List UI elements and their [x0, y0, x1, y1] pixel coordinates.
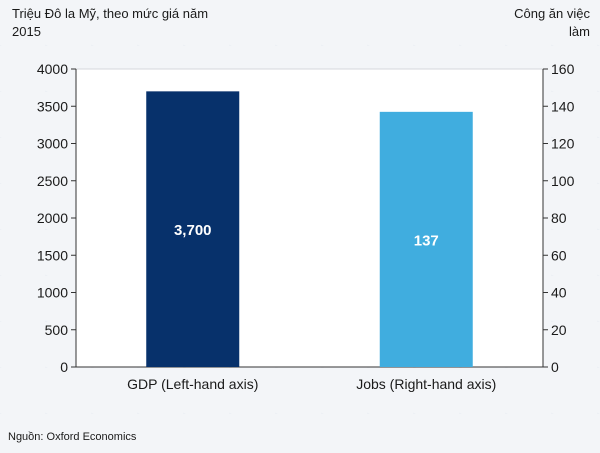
left-tick-label: 1000: [37, 285, 68, 301]
left-tick-label: 4000: [37, 61, 68, 77]
bar-value-label: 137: [414, 232, 439, 249]
left-axis-title: Triệu Đô la Mỹ, theo mức giá năm 2015: [12, 6, 209, 39]
right-tick-label: 100: [551, 173, 575, 189]
x-category-label: Jobs (Right-hand axis): [356, 376, 496, 392]
right-tick-label: 20: [551, 322, 567, 338]
left-tick-label: 2000: [37, 210, 68, 226]
bar-1: [146, 91, 240, 367]
bar-value-label: 3,700: [174, 222, 212, 239]
right-axis-title: Công ăn việc làm: [514, 6, 590, 39]
x-category-label: GDP (Left-hand axis): [127, 376, 258, 392]
right-tick-label: 40: [551, 285, 567, 301]
left-tick-label: 500: [45, 322, 69, 338]
left-tick-label: 3000: [37, 136, 68, 152]
left-tick-label: 1500: [37, 247, 68, 263]
left-tick-label: 3500: [37, 98, 68, 114]
right-tick-label: 120: [551, 136, 575, 152]
bar-2: [379, 111, 473, 368]
right-tick-label: 140: [551, 98, 575, 114]
right-tick-label: 60: [551, 247, 567, 263]
right-tick-label: 80: [551, 210, 567, 226]
right-tick-label: 0: [551, 359, 559, 375]
left-tick-label: 0: [60, 359, 68, 375]
right-tick-label: 160: [551, 61, 575, 77]
plot-area: [75, 68, 544, 368]
left-tick-label: 2500: [37, 173, 68, 189]
source-note: Nguồn: Oxford Economics: [8, 431, 137, 443]
